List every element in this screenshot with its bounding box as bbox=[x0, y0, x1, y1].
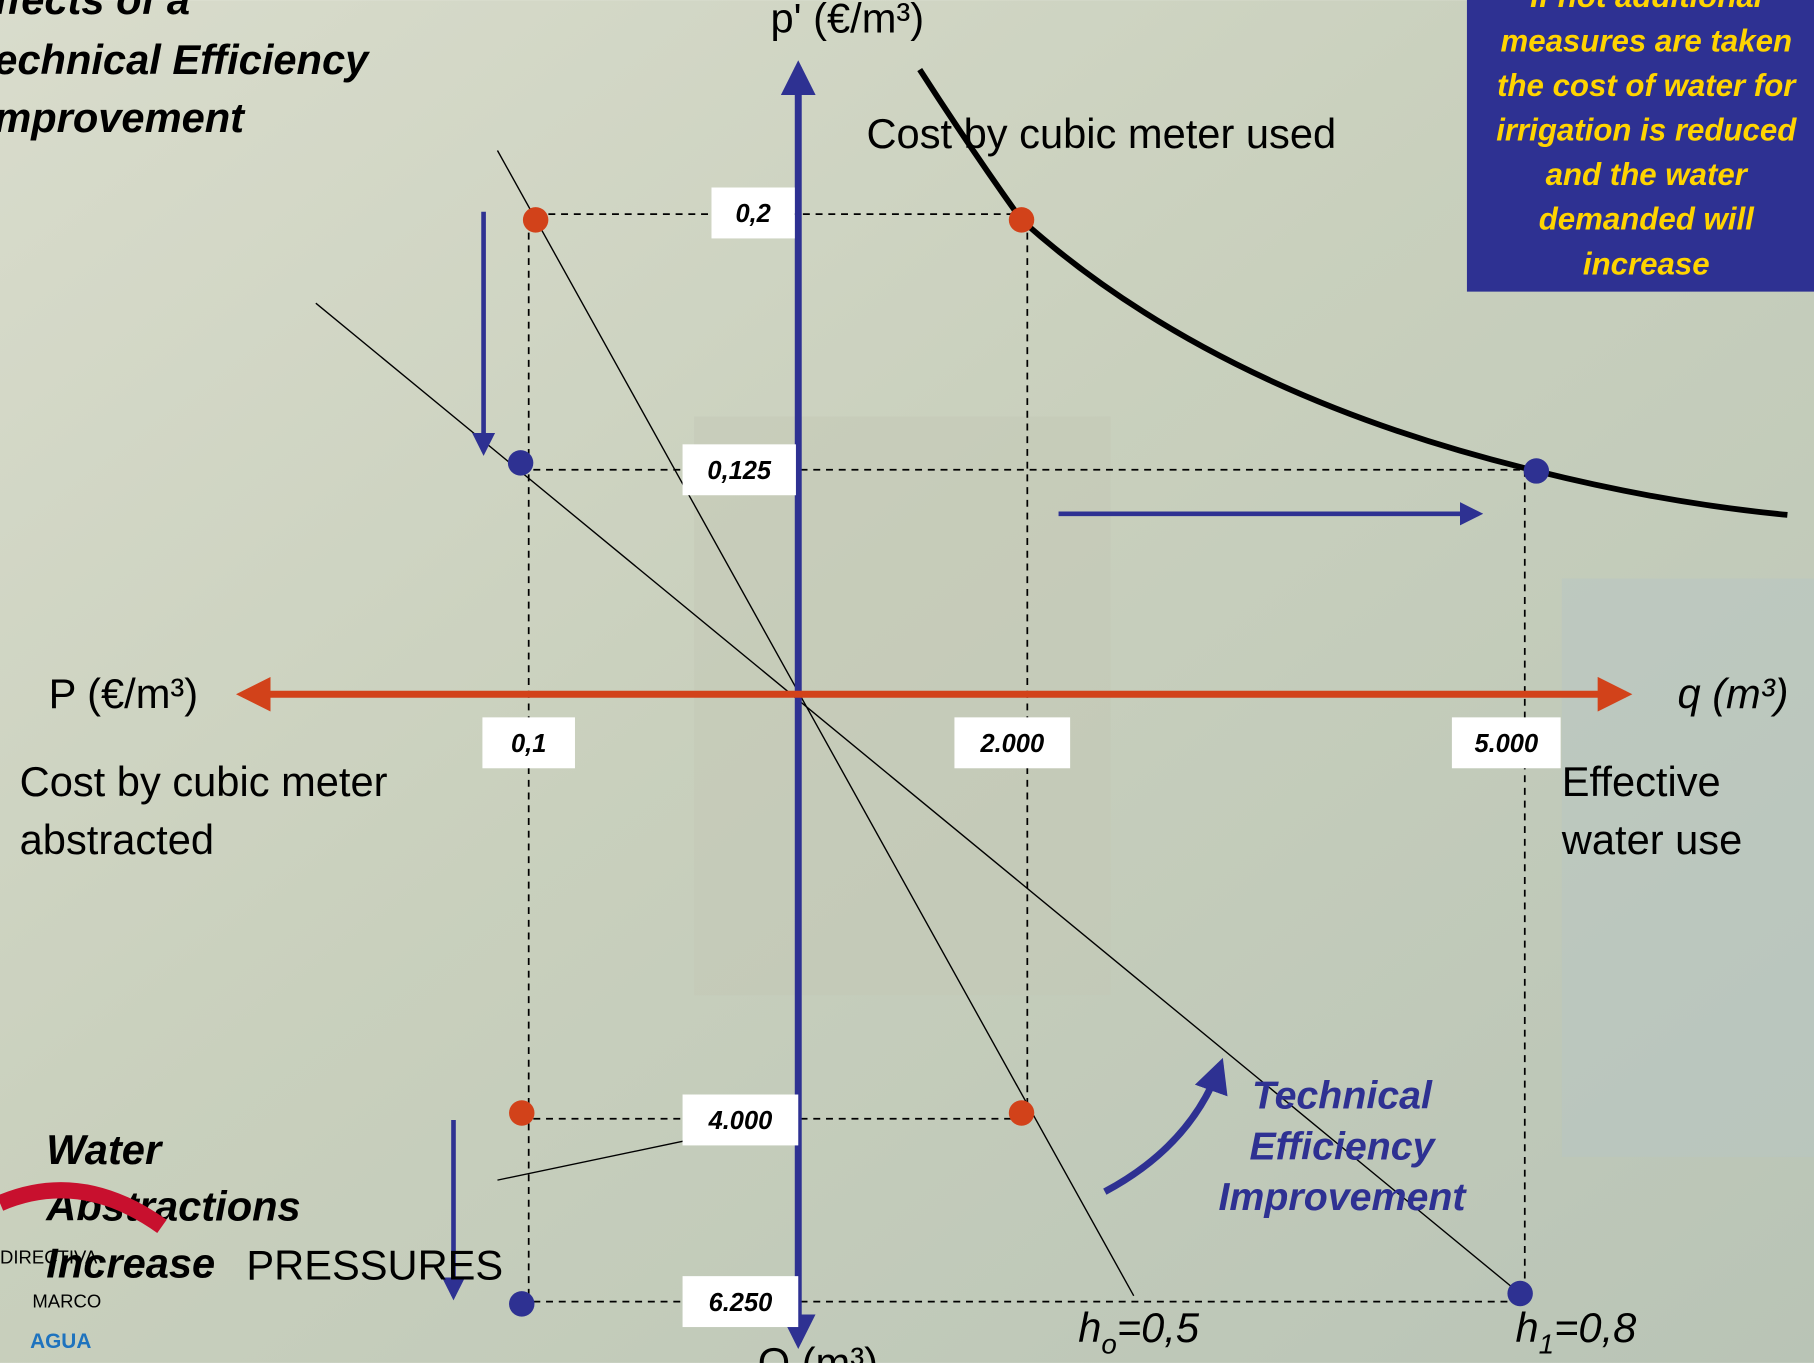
title: ffects of a echnical Efficiency mproveme… bbox=[0, 0, 370, 141]
abstractions-line: Increase bbox=[46, 1239, 215, 1286]
title-line: ffects of a bbox=[0, 0, 190, 23]
photo-patch bbox=[694, 416, 1111, 996]
points bbox=[507, 207, 1550, 1317]
note-line: and the water bbox=[1546, 157, 1749, 192]
abstractions-line: Water bbox=[46, 1126, 164, 1173]
logo: DIRECTIVA MARCO AGUA bbox=[0, 1182, 167, 1353]
note-line: If not additional bbox=[1530, 0, 1764, 14]
tick-label: 0,2 bbox=[735, 200, 770, 228]
axis-label: q (m³) bbox=[1677, 670, 1788, 717]
curve-label: Cost by cubic meter bbox=[20, 758, 388, 805]
improvement-line: Technical bbox=[1252, 1073, 1433, 1117]
blue-arrows bbox=[441, 211, 1484, 1301]
note-box bbox=[1466, 0, 1814, 292]
axis-label: P (€/m³) bbox=[49, 670, 199, 717]
tick-label: 5.000 bbox=[1474, 730, 1538, 758]
pressures: PRESSURES bbox=[246, 1242, 503, 1289]
tick-label: 2.000 bbox=[979, 730, 1044, 758]
note-line: demanded will bbox=[1539, 202, 1755, 237]
improvement-label: Technical Efficiency Improvement bbox=[1219, 1073, 1468, 1219]
curve-label: water use bbox=[1561, 816, 1742, 863]
tick-label: 4.000 bbox=[708, 1107, 773, 1135]
h-rest: =0,8 bbox=[1554, 1304, 1636, 1351]
h-base: h bbox=[1078, 1304, 1101, 1351]
logo-text: DIRECTIVA bbox=[0, 1246, 98, 1267]
h-sub: o bbox=[1101, 1329, 1116, 1360]
h1-label: h1=0,8 bbox=[1516, 1304, 1637, 1360]
photo-patch bbox=[1561, 578, 1814, 1157]
tick-boxes bbox=[482, 187, 1561, 1328]
axis-label: Q (m³) bbox=[758, 1339, 878, 1363]
h-sub: 1 bbox=[1539, 1329, 1554, 1360]
note-line: irrigation is reduced bbox=[1496, 113, 1797, 148]
title-line: echnical Efficiency bbox=[0, 36, 370, 83]
tick-label: 6.250 bbox=[709, 1289, 773, 1317]
logo-text: MARCO bbox=[32, 1290, 101, 1311]
curve-label: Cost by cubic meter used bbox=[867, 110, 1337, 157]
cost-curve bbox=[917, 67, 1788, 518]
tick-label: 0,125 bbox=[707, 457, 772, 485]
curve-label: Effective bbox=[1562, 758, 1721, 805]
h0-label: ho=0,5 bbox=[1078, 1304, 1200, 1360]
curve-label: abstracted bbox=[20, 816, 214, 863]
improvement-line: Efficiency bbox=[1249, 1124, 1436, 1168]
title-line: mprovement bbox=[0, 94, 246, 141]
axis-label: p' (€/m³) bbox=[770, 0, 924, 41]
note-line: increase bbox=[1583, 246, 1710, 281]
h-base: h bbox=[1516, 1304, 1539, 1351]
improvement-line: Improvement bbox=[1219, 1175, 1468, 1219]
note-line: measures are taken bbox=[1500, 24, 1792, 59]
note-line: the cost of water for bbox=[1497, 68, 1797, 103]
logo-text: AGUA bbox=[30, 1330, 91, 1353]
h-rest: =0,5 bbox=[1117, 1304, 1200, 1351]
tick-label: 0,1 bbox=[511, 730, 546, 758]
note: If not additional measures are taken the c… bbox=[1496, 0, 1797, 281]
